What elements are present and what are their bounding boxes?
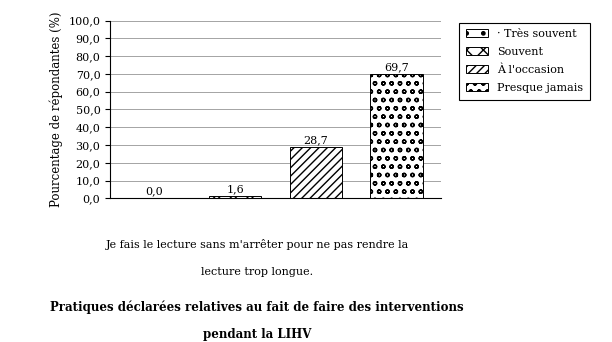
Text: 69,7: 69,7 [384,63,409,73]
Bar [370,75,422,198]
Text: 28,7: 28,7 [304,135,328,146]
Text: pendant la LIHV: pendant la LIHV [203,328,312,341]
Text: Pratiques déclarées relatives au fait de faire des interventions: Pratiques déclarées relatives au fait de… [50,301,464,314]
Text: 0,0: 0,0 [146,187,163,197]
Text: 1,6: 1,6 [226,184,244,194]
Text: lecture trop longue.: lecture trop longue. [201,267,313,277]
Bar [289,147,342,198]
Legend: · Très souvent, Souvent, À l'occasion, Presque jamais: · Très souvent, Souvent, À l'occasion, P… [460,23,590,100]
Text: Je fais le lecture sans m'arrêter pour ne pas rendre la: Je fais le lecture sans m'arrêter pour n… [105,239,409,250]
Bar [209,196,261,198]
Y-axis label: Pourcentage de répondantes (%): Pourcentage de répondantes (%) [50,12,63,207]
